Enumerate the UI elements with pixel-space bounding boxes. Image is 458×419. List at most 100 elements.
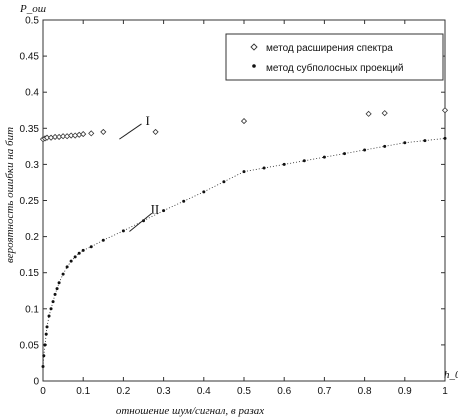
- series-segment: [243, 167, 265, 173]
- data-point: [73, 255, 77, 259]
- series-segment: [284, 160, 305, 165]
- legend-box: [225, 33, 444, 81]
- y-tick-label: 0.1: [25, 304, 39, 315]
- x-tick-label: 0.8: [358, 386, 372, 397]
- data-point: [45, 325, 49, 329]
- x-tick-label: 0.4: [197, 386, 211, 397]
- data-point: [68, 132, 75, 139]
- y-corner-label: P_ош: [19, 3, 46, 15]
- data-point: [55, 287, 59, 291]
- y-tick-label: 0.4: [25, 88, 39, 99]
- series-segment: [44, 334, 47, 345]
- data-point: [49, 307, 53, 311]
- x-tick-label: 0.9: [398, 386, 412, 397]
- series-segment: [344, 149, 365, 154]
- data-point: [242, 170, 246, 174]
- series-segment: [103, 230, 124, 241]
- series-segment: [183, 191, 204, 202]
- data-point: [322, 155, 326, 159]
- data-point: [43, 134, 51, 141]
- x-tick-label: 0.7: [317, 386, 331, 397]
- y-tick-label: 0.5: [25, 16, 39, 27]
- data-point: [381, 110, 388, 117]
- data-point: [57, 281, 61, 285]
- y-axis-title: вероятность ошибки на бит: [4, 127, 16, 263]
- x-tick-label: 1: [442, 386, 448, 397]
- data-point: [61, 272, 65, 276]
- x-tick-label: 0.3: [157, 386, 171, 397]
- data-point: [152, 128, 159, 135]
- x-tick-label: 0.6: [277, 386, 291, 397]
- y-tick-label: 0.45: [20, 52, 40, 63]
- data-point: [302, 159, 306, 163]
- series-segment: [384, 142, 405, 147]
- data-point: [42, 354, 46, 358]
- legend: метод расширения спектра метод субполосн…: [225, 33, 444, 81]
- series-segment: [163, 200, 184, 211]
- data-point: [343, 152, 346, 156]
- data-point: [240, 118, 248, 125]
- data-point: [182, 199, 186, 203]
- data-point: [81, 248, 85, 252]
- data-point: [423, 139, 427, 143]
- annotation-I: I: [146, 113, 150, 128]
- x-tick-label: 0.1: [76, 386, 90, 397]
- x-tick-label: 0.2: [116, 386, 130, 397]
- series-segment: [66, 260, 72, 268]
- annotation-II: II: [151, 201, 160, 216]
- data-point: [441, 107, 449, 114]
- data-point: [365, 110, 372, 117]
- data-point: [363, 148, 367, 152]
- series-segment: [424, 138, 446, 141]
- data-point: [77, 251, 81, 255]
- series-segment: [43, 344, 46, 356]
- x-tick-label: 0: [40, 386, 46, 397]
- legend-label-0: метод расширения спектра: [266, 43, 393, 54]
- data-point: [101, 238, 105, 242]
- data-point: [65, 265, 69, 269]
- data-point: [383, 144, 387, 148]
- data-point: [222, 180, 226, 184]
- x-tick-label: 0.5: [237, 386, 251, 397]
- series-segment: [203, 181, 225, 193]
- data-point: [282, 162, 286, 166]
- data-point: [53, 292, 57, 296]
- series-0: [39, 107, 449, 143]
- y-tick-label: 0.05: [20, 340, 40, 351]
- series-segment: [304, 156, 325, 162]
- data-point: [44, 332, 48, 336]
- series-segment: [42, 355, 45, 367]
- data-point: [443, 136, 447, 140]
- data-point: [88, 130, 95, 137]
- data-point: [47, 314, 51, 318]
- data-point: [121, 229, 125, 233]
- y-tick-label: 0.3: [25, 160, 39, 171]
- y-tick-label: 0: [33, 377, 39, 388]
- y-tick-label: 0.25: [20, 196, 40, 207]
- y-tick-label: 0.15: [20, 268, 40, 279]
- data-point: [60, 133, 67, 140]
- legend-label-1: метод субполосных проекций: [266, 62, 404, 74]
- legend-marker-0: [250, 43, 258, 51]
- x-axis-title: отношение шум/сигнал, в разах: [116, 405, 264, 417]
- legend-marker-1: [252, 64, 256, 68]
- series-segment: [46, 315, 50, 327]
- y-tick-label: 0.2: [25, 232, 39, 243]
- series-segment: [264, 164, 285, 169]
- series-segment: [143, 210, 164, 222]
- series-segment: [324, 153, 345, 158]
- y-tick-label: 0.35: [20, 124, 40, 135]
- data-point: [262, 166, 266, 170]
- series-segment: [54, 288, 58, 295]
- x-corner-label: h_0^2: [444, 369, 458, 381]
- series-segment: [91, 239, 104, 248]
- data-point: [100, 128, 107, 135]
- series-segment: [223, 171, 245, 183]
- data-point: [162, 209, 166, 213]
- series-segment: [404, 140, 425, 144]
- data-point: [51, 133, 59, 141]
- series-segment: [364, 145, 385, 151]
- series-segment: [56, 282, 60, 289]
- data-point: [69, 259, 73, 263]
